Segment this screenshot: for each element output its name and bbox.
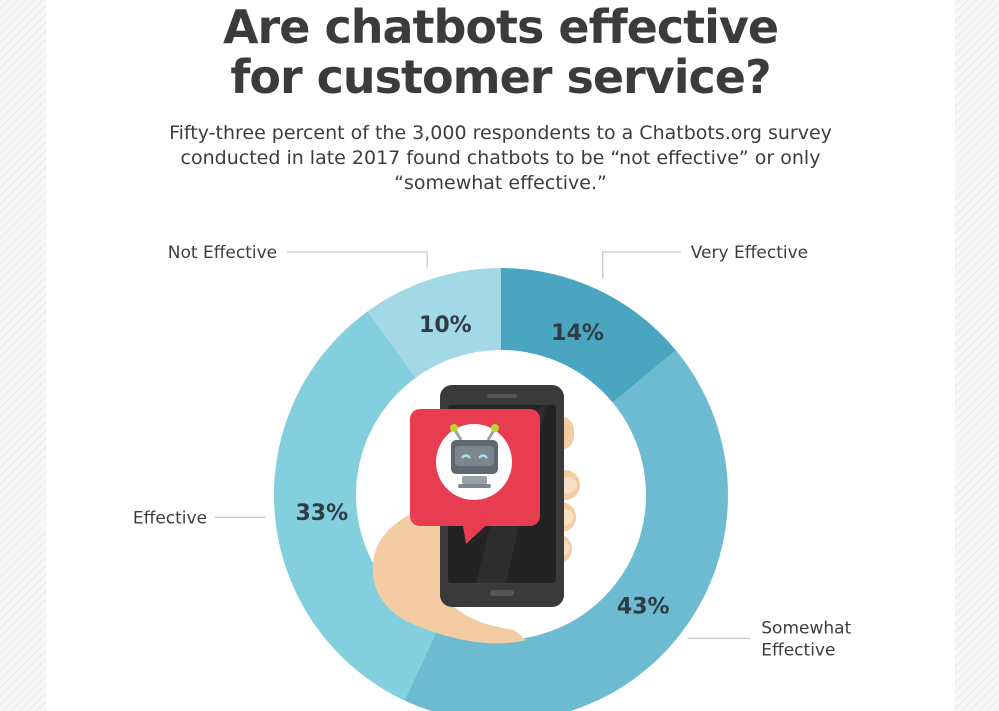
value-label-effective: 33% [295,501,348,526]
title-line-1: Are chatbots effective [222,0,779,54]
category-label-very-effective: Very Effective [691,243,808,263]
donut-chart: 14%43%33%10% Very EffectiveSomewhatEffec… [133,243,852,711]
leader-lines [215,251,751,639]
value-labels: 14% 43% 33% 10% [295,313,669,620]
category-label-effective: Effective [133,508,207,528]
slice-not-effective [367,268,501,378]
value-label-not-effective: 10% [419,313,472,338]
category-label-not-effective: Not Effective [168,243,277,263]
leader-line-not-effective [287,251,428,268]
slice-somewhat-effective [404,350,728,711]
chatbot-robot-icon [436,424,512,500]
subtitle-line-1: Fifty-three percent of the 3,000 respond… [169,122,832,144]
category-labels: Very EffectiveSomewhatEffectiveEffective… [133,243,852,660]
category-label-somewhat-effective: Effective [761,640,835,660]
slice-very-effective [501,268,676,403]
value-label-somewhat-effective: 43% [617,594,670,619]
infographic-panel: Are chatbots effective for customer serv… [46,0,955,711]
leader-line-very-effective [602,251,681,279]
subtitle-line-2: conducted in late 2017 found chatbots to… [180,147,821,169]
value-label-very-effective: 14% [551,321,604,346]
subtitle: Fifty-three percent of the 3,000 respond… [126,121,875,196]
category-label-somewhat-effective: Somewhat [761,618,851,638]
title-line-2: for customer service? [230,50,771,104]
subtitle-line-3: “somewhat effective.” [394,172,607,194]
page-title: Are chatbots effective for customer serv… [46,2,955,102]
chatbot-illustration [372,385,580,644]
